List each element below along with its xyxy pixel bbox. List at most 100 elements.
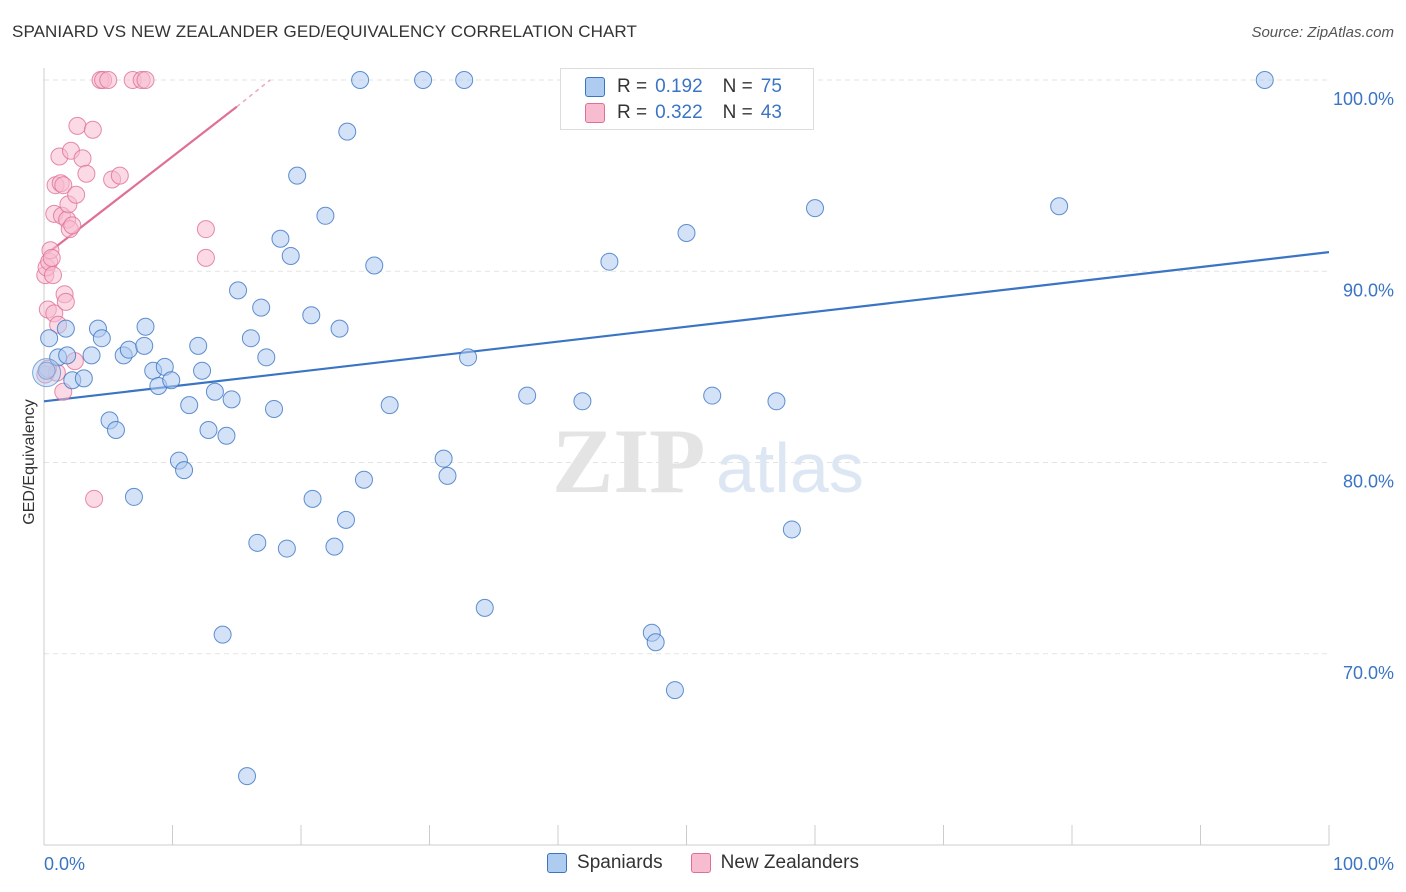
data-point-spaniards [241, 329, 260, 348]
n-label: N = [722, 76, 753, 97]
data-point-spaniards [92, 329, 111, 348]
data-point-spaniards [338, 122, 357, 141]
legend-swatch-spaniards [547, 853, 568, 873]
data-point-spaniards [193, 361, 212, 380]
data-point-spaniards [646, 633, 665, 652]
legend-swatch-spaniards [585, 77, 605, 97]
data-point-spaniards [265, 399, 284, 418]
data-point-spaniards [365, 256, 384, 275]
data-point-new-zealanders [42, 248, 61, 267]
trend-line-spaniards [43, 251, 1330, 403]
data-point-spaniards [665, 681, 684, 700]
data-point-spaniards [106, 420, 125, 439]
data-point-spaniards [56, 319, 75, 338]
data-point-spaniards [325, 537, 344, 556]
data-point-spaniards [213, 625, 232, 644]
data-point-spaniards [281, 246, 300, 265]
data-point-new-zealanders [63, 216, 82, 235]
y-tick-label: 70.0% [1343, 663, 1394, 683]
data-point-new-zealanders [83, 120, 102, 139]
data-point-spaniards [40, 329, 59, 348]
data-point-spaniards [767, 392, 786, 411]
data-point-spaniards [677, 224, 696, 242]
data-point-spaniards [271, 229, 290, 248]
x-tick-label-min: 0.0% [44, 854, 85, 874]
data-point-new-zealanders [196, 220, 215, 239]
data-point-spaniards [414, 71, 433, 89]
data-point-spaniards [199, 420, 218, 439]
data-point-spaniards [600, 252, 619, 271]
data-point-spaniards [135, 336, 154, 355]
legend-row-new-zealanders: R = 0.322 N = 43 [585, 100, 782, 126]
data-point-new-zealanders [67, 185, 86, 204]
data-point-new-zealanders [43, 266, 62, 285]
data-point-spaniards [238, 767, 257, 786]
data-point-spaniards [1050, 197, 1069, 216]
data-point-new-zealanders [99, 71, 118, 89]
legend-label-new-zealanders: New Zealanders [720, 852, 859, 873]
gridlines [44, 79, 1329, 655]
data-point-spaniards [277, 539, 296, 558]
y-tick-label: 90.0% [1343, 280, 1394, 300]
data-point-spaniards [217, 426, 236, 445]
data-point-spaniards [248, 533, 267, 552]
data-point-new-zealanders [54, 176, 73, 195]
data-point-new-zealanders [85, 489, 104, 508]
axes [43, 68, 1330, 846]
r-label: R = [617, 76, 648, 97]
data-point-new-zealanders [136, 71, 155, 89]
data-point-new-zealanders [196, 248, 215, 267]
chart-title: SPANIARD VS NEW ZEALANDER GED/EQUIVALENC… [12, 22, 637, 41]
data-point-spaniards [438, 466, 457, 485]
data-point-spaniards [74, 369, 93, 388]
data-point-spaniards [180, 396, 199, 415]
y-tick-label: 100.0% [1333, 89, 1394, 109]
legend-label-spaniards: Spaniards [577, 852, 663, 873]
data-point-spaniards [475, 598, 494, 617]
x-tick-label-max: 100.0% [1333, 854, 1394, 874]
series-legend: Spaniards New Zealanders [0, 852, 1406, 874]
r-value-new-zealanders: 0.322 [655, 102, 703, 123]
legend-item-new-zealanders[interactable]: New Zealanders [690, 852, 859, 874]
n-value-new-zealanders: 43 [760, 102, 782, 123]
data-point-new-zealanders [73, 149, 92, 168]
y-tick-label: 80.0% [1343, 472, 1394, 492]
data-point-spaniards [354, 470, 373, 489]
data-point-spaniards [222, 390, 241, 409]
data-point-spaniards [288, 166, 307, 185]
n-label: N = [722, 102, 753, 123]
data-point-spaniards [205, 382, 224, 401]
data-point-spaniards [124, 487, 143, 506]
data-point-cluster-spaniards [32, 358, 62, 388]
r-value-spaniards: 0.192 [655, 76, 703, 97]
data-point-spaniards [459, 348, 478, 367]
data-point-spaniards [806, 199, 824, 218]
data-point-new-zealanders [77, 164, 96, 183]
r-label: R = [617, 102, 648, 123]
data-point-spaniards [136, 317, 155, 336]
data-point-spaniards [257, 348, 276, 367]
data-point-spaniards [189, 336, 208, 355]
data-point-spaniards [455, 71, 474, 89]
watermark: ZIP atlas [552, 410, 864, 512]
trend-line-extension [236, 79, 271, 108]
data-point-spaniards [703, 386, 722, 405]
chart-source: Source: ZipAtlas.com [1251, 24, 1394, 41]
data-point-spaniards [229, 281, 248, 300]
data-points [32, 71, 1274, 786]
legend-swatch-new-zealanders [585, 103, 605, 123]
watermark-zip: ZIP [552, 410, 705, 512]
correlation-legend: R = 0.192 N = 75 R = 0.322 N = 43 [560, 68, 814, 130]
data-point-new-zealanders [110, 166, 129, 185]
data-point-spaniards [82, 346, 101, 365]
data-point-spaniards [1255, 71, 1274, 89]
data-point-spaniards [380, 396, 399, 415]
data-point-spaniards [119, 340, 138, 359]
legend-swatch-new-zealanders [690, 853, 711, 873]
data-point-spaniards [782, 520, 801, 539]
legend-item-spaniards[interactable]: Spaniards [547, 852, 663, 874]
data-point-spaniards [252, 298, 271, 317]
n-value-spaniards: 75 [760, 76, 782, 97]
data-point-spaniards [518, 386, 537, 405]
data-point-spaniards [336, 510, 355, 529]
